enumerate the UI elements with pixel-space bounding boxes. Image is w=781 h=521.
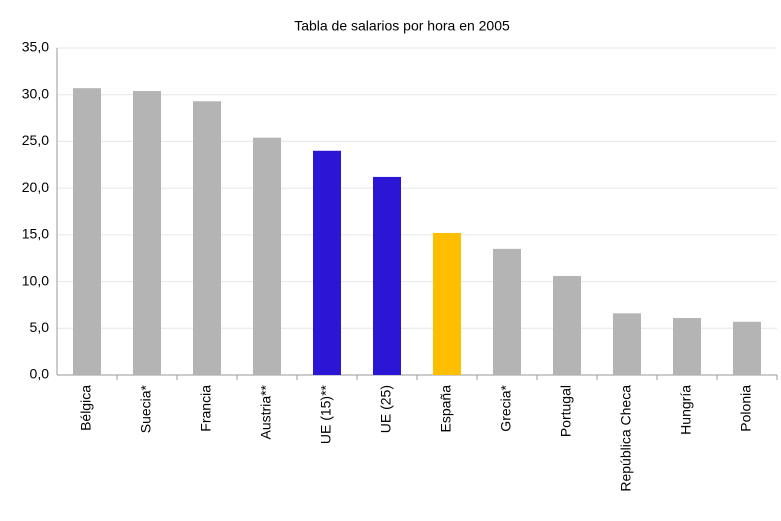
y-tick-label: 20,0 (22, 179, 49, 195)
x-tick-label: Portugal (558, 385, 574, 437)
bar (133, 90, 161, 375)
bar (313, 150, 341, 375)
chart-title: Tabla de salarios por hora en 2005 (294, 18, 510, 34)
y-tick-label: 5,0 (30, 319, 50, 335)
y-tick-label: 35,0 (22, 39, 49, 55)
x-tick-label: Hungría (678, 385, 694, 435)
bar (193, 101, 221, 376)
bar (493, 248, 521, 375)
x-tick-label: Bélgica (78, 385, 94, 431)
y-tick-label: 15,0 (22, 226, 49, 242)
y-tick-label: 25,0 (22, 132, 49, 148)
y-tick-label: 30,0 (22, 85, 49, 101)
bar (733, 321, 761, 375)
y-tick-label: 0,0 (30, 366, 50, 382)
bar (253, 137, 281, 375)
x-tick-label: UE (15)** (318, 384, 334, 444)
x-tick-label: República Checa (618, 385, 634, 492)
bar (373, 176, 401, 375)
bar (73, 88, 101, 375)
x-tick-label: Francia (198, 385, 214, 432)
bar (673, 318, 701, 375)
x-tick-label: UE (25) (378, 385, 394, 433)
x-tick-label: Polonia (738, 385, 754, 432)
x-tick-label: Austria** (258, 384, 274, 439)
x-tick-label: España (438, 385, 454, 433)
x-tick-label: Suecia* (138, 384, 154, 433)
bar (613, 313, 641, 375)
bar (433, 232, 461, 375)
bar (553, 275, 581, 375)
x-tick-label: Grecia* (498, 384, 514, 431)
y-tick-label: 10,0 (22, 272, 49, 288)
